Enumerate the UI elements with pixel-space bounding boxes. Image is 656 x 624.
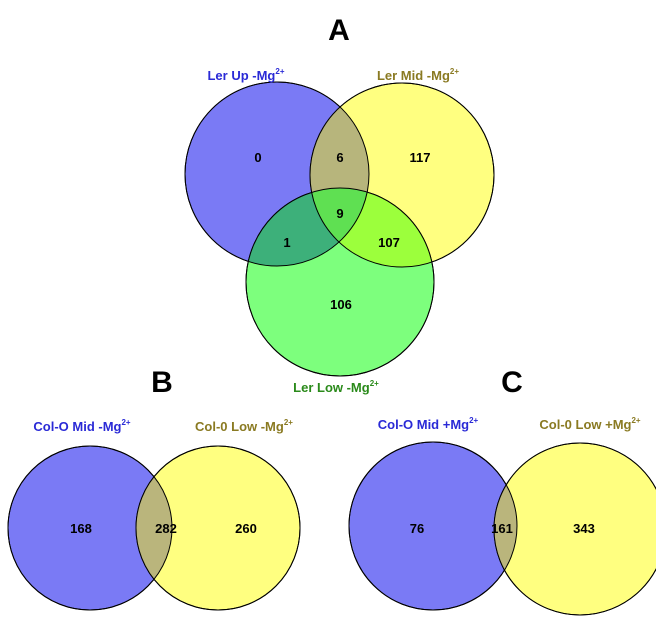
outline-col-mid-minus (7, 445, 173, 611)
count-b-only-left: 168 (70, 521, 92, 536)
set-label-text: Ler Mid -Mg (377, 68, 450, 83)
set-label-ler-low: Ler Low -Mg2+ (293, 379, 379, 395)
count-b-only-right: 260 (235, 521, 257, 536)
count-only-mid: 117 (410, 150, 431, 165)
panel-letter-a: A (328, 14, 350, 47)
overlap-up-low (246, 188, 369, 266)
set-label-col-low-minus: Col-0 Low -Mg2+ (195, 418, 293, 434)
set-label-text: Col-O Mid -Mg (33, 419, 121, 434)
count-b-both: 282 (155, 521, 177, 536)
set-label-superscript: 2+ (631, 416, 640, 425)
set-label-col-mid-plus: Col-O Mid +Mg2+ (378, 416, 479, 432)
set-label-superscript: 2+ (450, 67, 459, 76)
count-up-mid: 6 (336, 150, 343, 165)
count-c-only-left: 76 (410, 521, 424, 536)
panel-c: C 76 161 343 Col-O Mid +Mg2+ Col-0 Low +… (348, 366, 656, 616)
outline-ler-mid (309, 82, 495, 268)
count-up-low: 1 (283, 235, 290, 250)
count-c-both: 161 (491, 521, 513, 536)
set-label-superscript: 2+ (121, 418, 130, 427)
outline-ler-low (245, 187, 435, 377)
count-mid-low: 107 (378, 235, 400, 250)
outline-col-low-plus (493, 442, 656, 616)
panel-a: A 0 6 117 9 1 107 106 Ler Up -Mg2+ Ler M… (184, 14, 495, 395)
set-label-text: Ler Up -Mg (207, 68, 275, 83)
panel-letter-b: B (151, 366, 173, 399)
set-label-ler-mid: Ler Mid -Mg2+ (377, 67, 459, 83)
count-c-only-right: 343 (573, 521, 595, 536)
set-label-text: Ler Low -Mg (293, 380, 370, 395)
set-label-text: Col-O Mid +Mg (378, 417, 469, 432)
set-label-superscript: 2+ (370, 379, 379, 388)
set-label-text: Col-0 Low -Mg (195, 419, 284, 434)
set-label-col-low-plus: Col-0 Low +Mg2+ (539, 416, 641, 432)
count-only-up: 0 (254, 150, 261, 165)
outline-ler-up (184, 81, 370, 267)
set-label-superscript: 2+ (284, 418, 293, 427)
set-label-ler-up: Ler Up -Mg2+ (207, 67, 284, 83)
outline-col-low-minus (135, 445, 301, 611)
outline-col-mid-plus (348, 441, 518, 611)
set-label-superscript: 2+ (469, 416, 478, 425)
panel-b: B 168 282 260 Col-O Mid -Mg2+ Col-0 Low … (7, 366, 301, 611)
overlap-mid-low (310, 188, 434, 267)
count-only-low: 106 (330, 297, 352, 312)
set-label-col-mid-minus: Col-O Mid -Mg2+ (33, 418, 131, 434)
set-label-superscript: 2+ (275, 67, 284, 76)
panel-letter-c: C (501, 366, 523, 399)
count-all-three: 9 (336, 206, 343, 221)
set-label-text: Col-0 Low +Mg (539, 417, 631, 432)
